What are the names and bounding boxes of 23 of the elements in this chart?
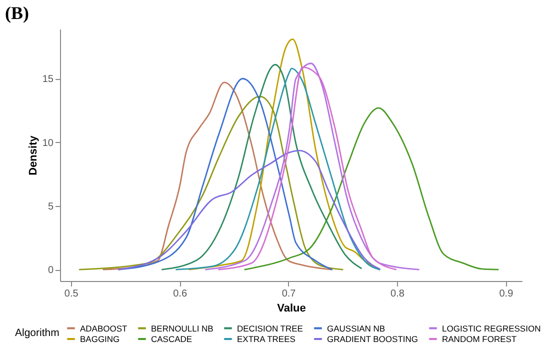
legend-label: GAUSSIAN NB — [327, 323, 386, 334]
x-axis-title: Value — [277, 302, 306, 314]
x-tick-label: 0.5 — [64, 288, 79, 300]
y-tick-label: 10 — [42, 138, 54, 149]
y-tick-label: 0 — [48, 265, 54, 276]
x-tick-label: 0.9 — [499, 288, 514, 300]
legend-label: CASCADE — [151, 334, 192, 344]
legend-label: RANDOM FOREST — [442, 334, 517, 344]
legend-label: DECISION TREE — [237, 323, 304, 334]
y-tick-label: 5 — [48, 201, 54, 212]
x-tick-label: 0.6 — [173, 288, 188, 300]
legend-label: BERNOULLI NB — [151, 323, 214, 334]
legend-label: BAGGING — [80, 334, 120, 344]
legend-label: GRADIENT BOOSTING — [327, 334, 418, 344]
x-tick-label: 0.7 — [282, 288, 296, 300]
legend-label: ADABOOST — [80, 323, 128, 334]
y-axis-title: Density — [27, 134, 40, 176]
legend-label: EXTRA TREES — [237, 334, 296, 344]
chart-title: (B) — [5, 3, 29, 23]
y-tick-label: 15 — [42, 74, 54, 86]
legend-title: Algorithm — [15, 327, 60, 339]
legend-label: LOGISTIC REGRESSION — [442, 323, 541, 334]
x-tick-label: 0.8 — [390, 288, 405, 300]
